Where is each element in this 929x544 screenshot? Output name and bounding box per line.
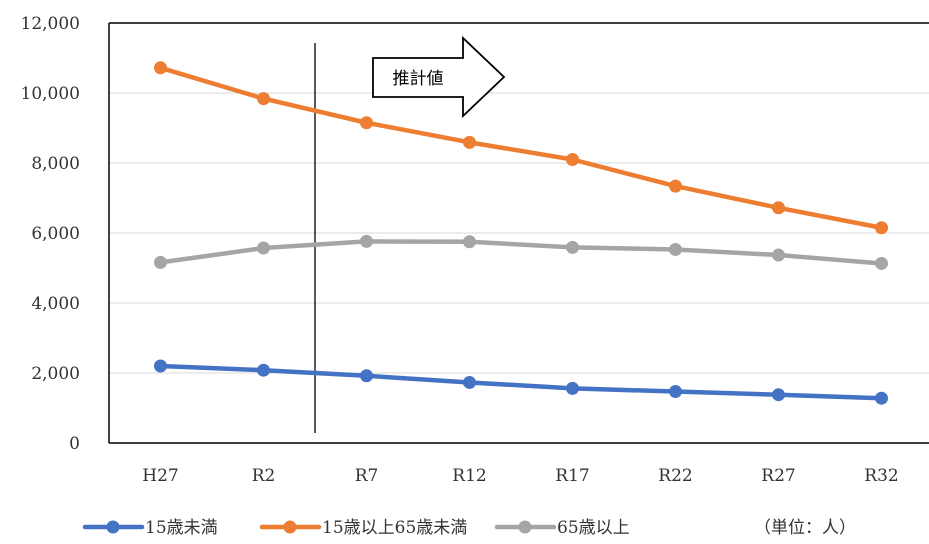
x-tick-label: R17 (555, 466, 589, 486)
legend-label: 15歳以上65歳未満 (322, 518, 467, 538)
legend: 15歳未満 15歳以上65歳未満 65歳以上 (82, 518, 630, 538)
legend-label: 15歳未満 (145, 518, 218, 538)
data-point (669, 385, 682, 399)
data-point (669, 179, 682, 193)
data-point (154, 255, 167, 269)
y-axis-ticks: 0 2,000 4,000 6,000 8,000 10,000 12,000 (21, 14, 80, 454)
data-point (772, 388, 785, 402)
data-point (360, 369, 373, 383)
data-point (463, 235, 476, 249)
data-point (875, 256, 888, 270)
x-tick-label: R22 (658, 466, 692, 486)
data-point (360, 116, 373, 130)
data-point (257, 241, 270, 255)
data-point (463, 375, 476, 389)
legend-marker (518, 520, 532, 534)
series-line (158, 65, 884, 230)
series-line (158, 363, 884, 401)
y-tick-label: 6,000 (31, 224, 80, 244)
y-tick-label: 0 (69, 434, 80, 454)
x-tick-label: R32 (864, 466, 898, 486)
y-tick-label: 12,000 (21, 14, 80, 34)
right-arrow-icon (372, 35, 506, 119)
legend-marker (106, 520, 120, 534)
data-point (463, 135, 476, 149)
x-tick-label: R7 (355, 466, 379, 486)
series-line (158, 239, 884, 266)
y-tick-label: 4,000 (31, 294, 80, 314)
y-tick-label: 8,000 (31, 154, 80, 174)
x-tick-label: R2 (252, 466, 276, 486)
data-point (669, 242, 682, 256)
data-point (154, 359, 167, 373)
legend-marker (283, 520, 297, 534)
x-axis-ticks: H27 R2 R7 R12 R17 R22 R27 R32 (142, 466, 898, 486)
data-point (875, 221, 888, 235)
legend-label: 65歳以上 (557, 518, 630, 538)
data-point (566, 381, 579, 395)
data-point (154, 61, 167, 75)
data-point (566, 153, 579, 166)
callout-label: 推計値 (393, 69, 444, 89)
data-point (257, 92, 270, 106)
data-point (772, 201, 785, 215)
data-point (772, 248, 785, 262)
data-point (875, 391, 888, 405)
series-layer (154, 61, 888, 405)
unit-note: （単位：人） (754, 518, 856, 538)
y-tick-label: 2,000 (31, 364, 80, 384)
data-point (360, 234, 373, 248)
gridlines (109, 22, 929, 374)
data-point (566, 240, 579, 254)
x-tick-label: R27 (761, 466, 795, 486)
x-tick-label: H27 (142, 466, 178, 486)
data-point (257, 363, 270, 377)
y-tick-label: 10,000 (21, 84, 80, 104)
projection-callout: 推計値 (372, 35, 506, 119)
x-tick-label: R12 (452, 466, 486, 486)
